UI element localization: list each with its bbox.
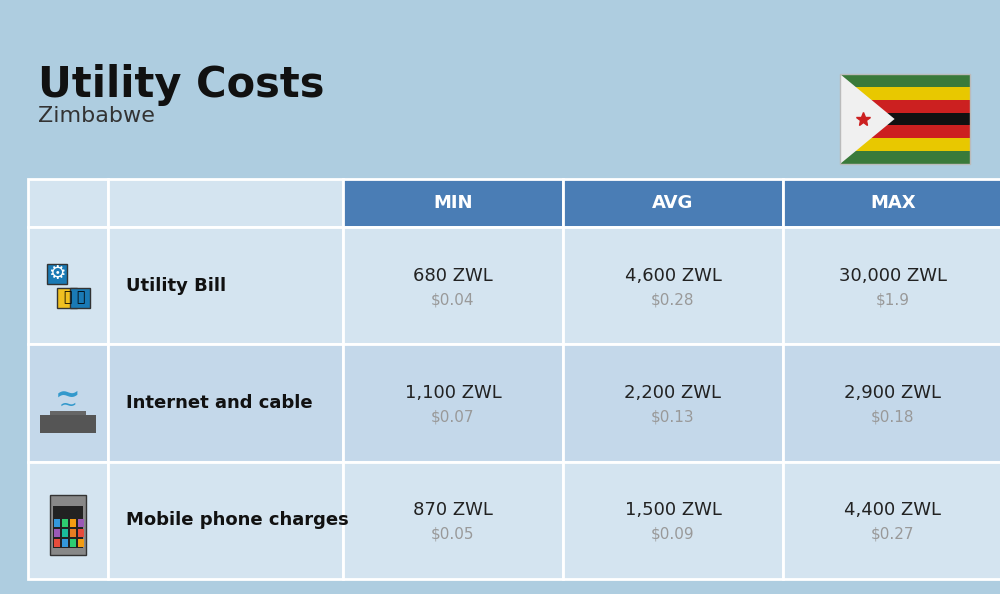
- Text: Internet and cable: Internet and cable: [126, 394, 313, 412]
- FancyBboxPatch shape: [53, 506, 83, 548]
- Polygon shape: [840, 74, 895, 164]
- FancyBboxPatch shape: [343, 462, 563, 579]
- FancyBboxPatch shape: [343, 179, 563, 227]
- FancyBboxPatch shape: [78, 529, 84, 538]
- FancyBboxPatch shape: [70, 539, 76, 547]
- FancyBboxPatch shape: [28, 227, 108, 345]
- FancyBboxPatch shape: [50, 495, 86, 555]
- FancyBboxPatch shape: [840, 74, 970, 87]
- Text: 1,100 ZWL: 1,100 ZWL: [405, 384, 501, 402]
- Text: ⚙: ⚙: [48, 264, 66, 283]
- Text: $0.28: $0.28: [651, 292, 695, 307]
- FancyBboxPatch shape: [57, 287, 77, 308]
- Text: 2,200 ZWL: 2,200 ZWL: [624, 384, 722, 402]
- FancyBboxPatch shape: [840, 87, 970, 100]
- FancyBboxPatch shape: [40, 415, 96, 433]
- FancyBboxPatch shape: [54, 529, 60, 538]
- FancyBboxPatch shape: [28, 462, 108, 579]
- FancyBboxPatch shape: [54, 539, 60, 547]
- FancyBboxPatch shape: [108, 227, 343, 345]
- FancyBboxPatch shape: [563, 345, 783, 462]
- FancyBboxPatch shape: [70, 287, 90, 308]
- FancyBboxPatch shape: [563, 227, 783, 345]
- FancyBboxPatch shape: [108, 179, 343, 227]
- FancyBboxPatch shape: [108, 462, 343, 579]
- Text: MIN: MIN: [433, 194, 473, 212]
- FancyBboxPatch shape: [783, 227, 1000, 345]
- Text: 680 ZWL: 680 ZWL: [413, 267, 493, 285]
- Text: 4,400 ZWL: 4,400 ZWL: [844, 501, 942, 519]
- Text: $0.27: $0.27: [871, 527, 915, 542]
- Text: $1.9: $1.9: [876, 292, 910, 307]
- FancyBboxPatch shape: [62, 519, 68, 527]
- FancyBboxPatch shape: [840, 113, 970, 125]
- FancyBboxPatch shape: [343, 345, 563, 462]
- FancyBboxPatch shape: [783, 462, 1000, 579]
- FancyBboxPatch shape: [840, 100, 970, 113]
- Text: AVG: AVG: [652, 194, 694, 212]
- Text: 870 ZWL: 870 ZWL: [413, 501, 493, 519]
- Text: $0.07: $0.07: [431, 409, 475, 425]
- Text: 1,500 ZWL: 1,500 ZWL: [625, 501, 721, 519]
- FancyBboxPatch shape: [70, 519, 76, 527]
- Text: Zimbabwe: Zimbabwe: [38, 106, 155, 126]
- Text: 💧: 💧: [76, 290, 84, 305]
- Text: Mobile phone charges: Mobile phone charges: [126, 511, 349, 529]
- Text: Utility Bill: Utility Bill: [126, 277, 226, 295]
- FancyBboxPatch shape: [840, 125, 970, 138]
- FancyBboxPatch shape: [28, 179, 108, 227]
- FancyBboxPatch shape: [62, 529, 68, 538]
- FancyBboxPatch shape: [840, 138, 970, 151]
- Text: $0.04: $0.04: [431, 292, 475, 307]
- FancyBboxPatch shape: [563, 179, 783, 227]
- Text: Utility Costs: Utility Costs: [38, 64, 324, 106]
- Text: 4,600 ZWL: 4,600 ZWL: [625, 267, 721, 285]
- Text: 30,000 ZWL: 30,000 ZWL: [839, 267, 947, 285]
- FancyBboxPatch shape: [54, 519, 60, 527]
- FancyBboxPatch shape: [343, 227, 563, 345]
- FancyBboxPatch shape: [70, 529, 76, 538]
- FancyBboxPatch shape: [783, 179, 1000, 227]
- Text: 2,900 ZWL: 2,900 ZWL: [844, 384, 942, 402]
- Text: ~: ~: [55, 381, 81, 409]
- Text: $0.09: $0.09: [651, 527, 695, 542]
- FancyBboxPatch shape: [47, 264, 67, 284]
- FancyBboxPatch shape: [840, 151, 970, 164]
- Text: 🔌: 🔌: [63, 290, 71, 305]
- Text: MAX: MAX: [870, 194, 916, 212]
- FancyBboxPatch shape: [50, 411, 86, 415]
- FancyBboxPatch shape: [28, 345, 108, 462]
- FancyBboxPatch shape: [62, 539, 68, 547]
- FancyBboxPatch shape: [108, 345, 343, 462]
- Text: $0.05: $0.05: [431, 527, 475, 542]
- FancyBboxPatch shape: [78, 519, 84, 527]
- FancyBboxPatch shape: [563, 462, 783, 579]
- FancyBboxPatch shape: [783, 345, 1000, 462]
- Text: ~: ~: [59, 395, 77, 415]
- Text: $0.13: $0.13: [651, 409, 695, 425]
- FancyBboxPatch shape: [78, 539, 84, 547]
- Text: $0.18: $0.18: [871, 409, 915, 425]
